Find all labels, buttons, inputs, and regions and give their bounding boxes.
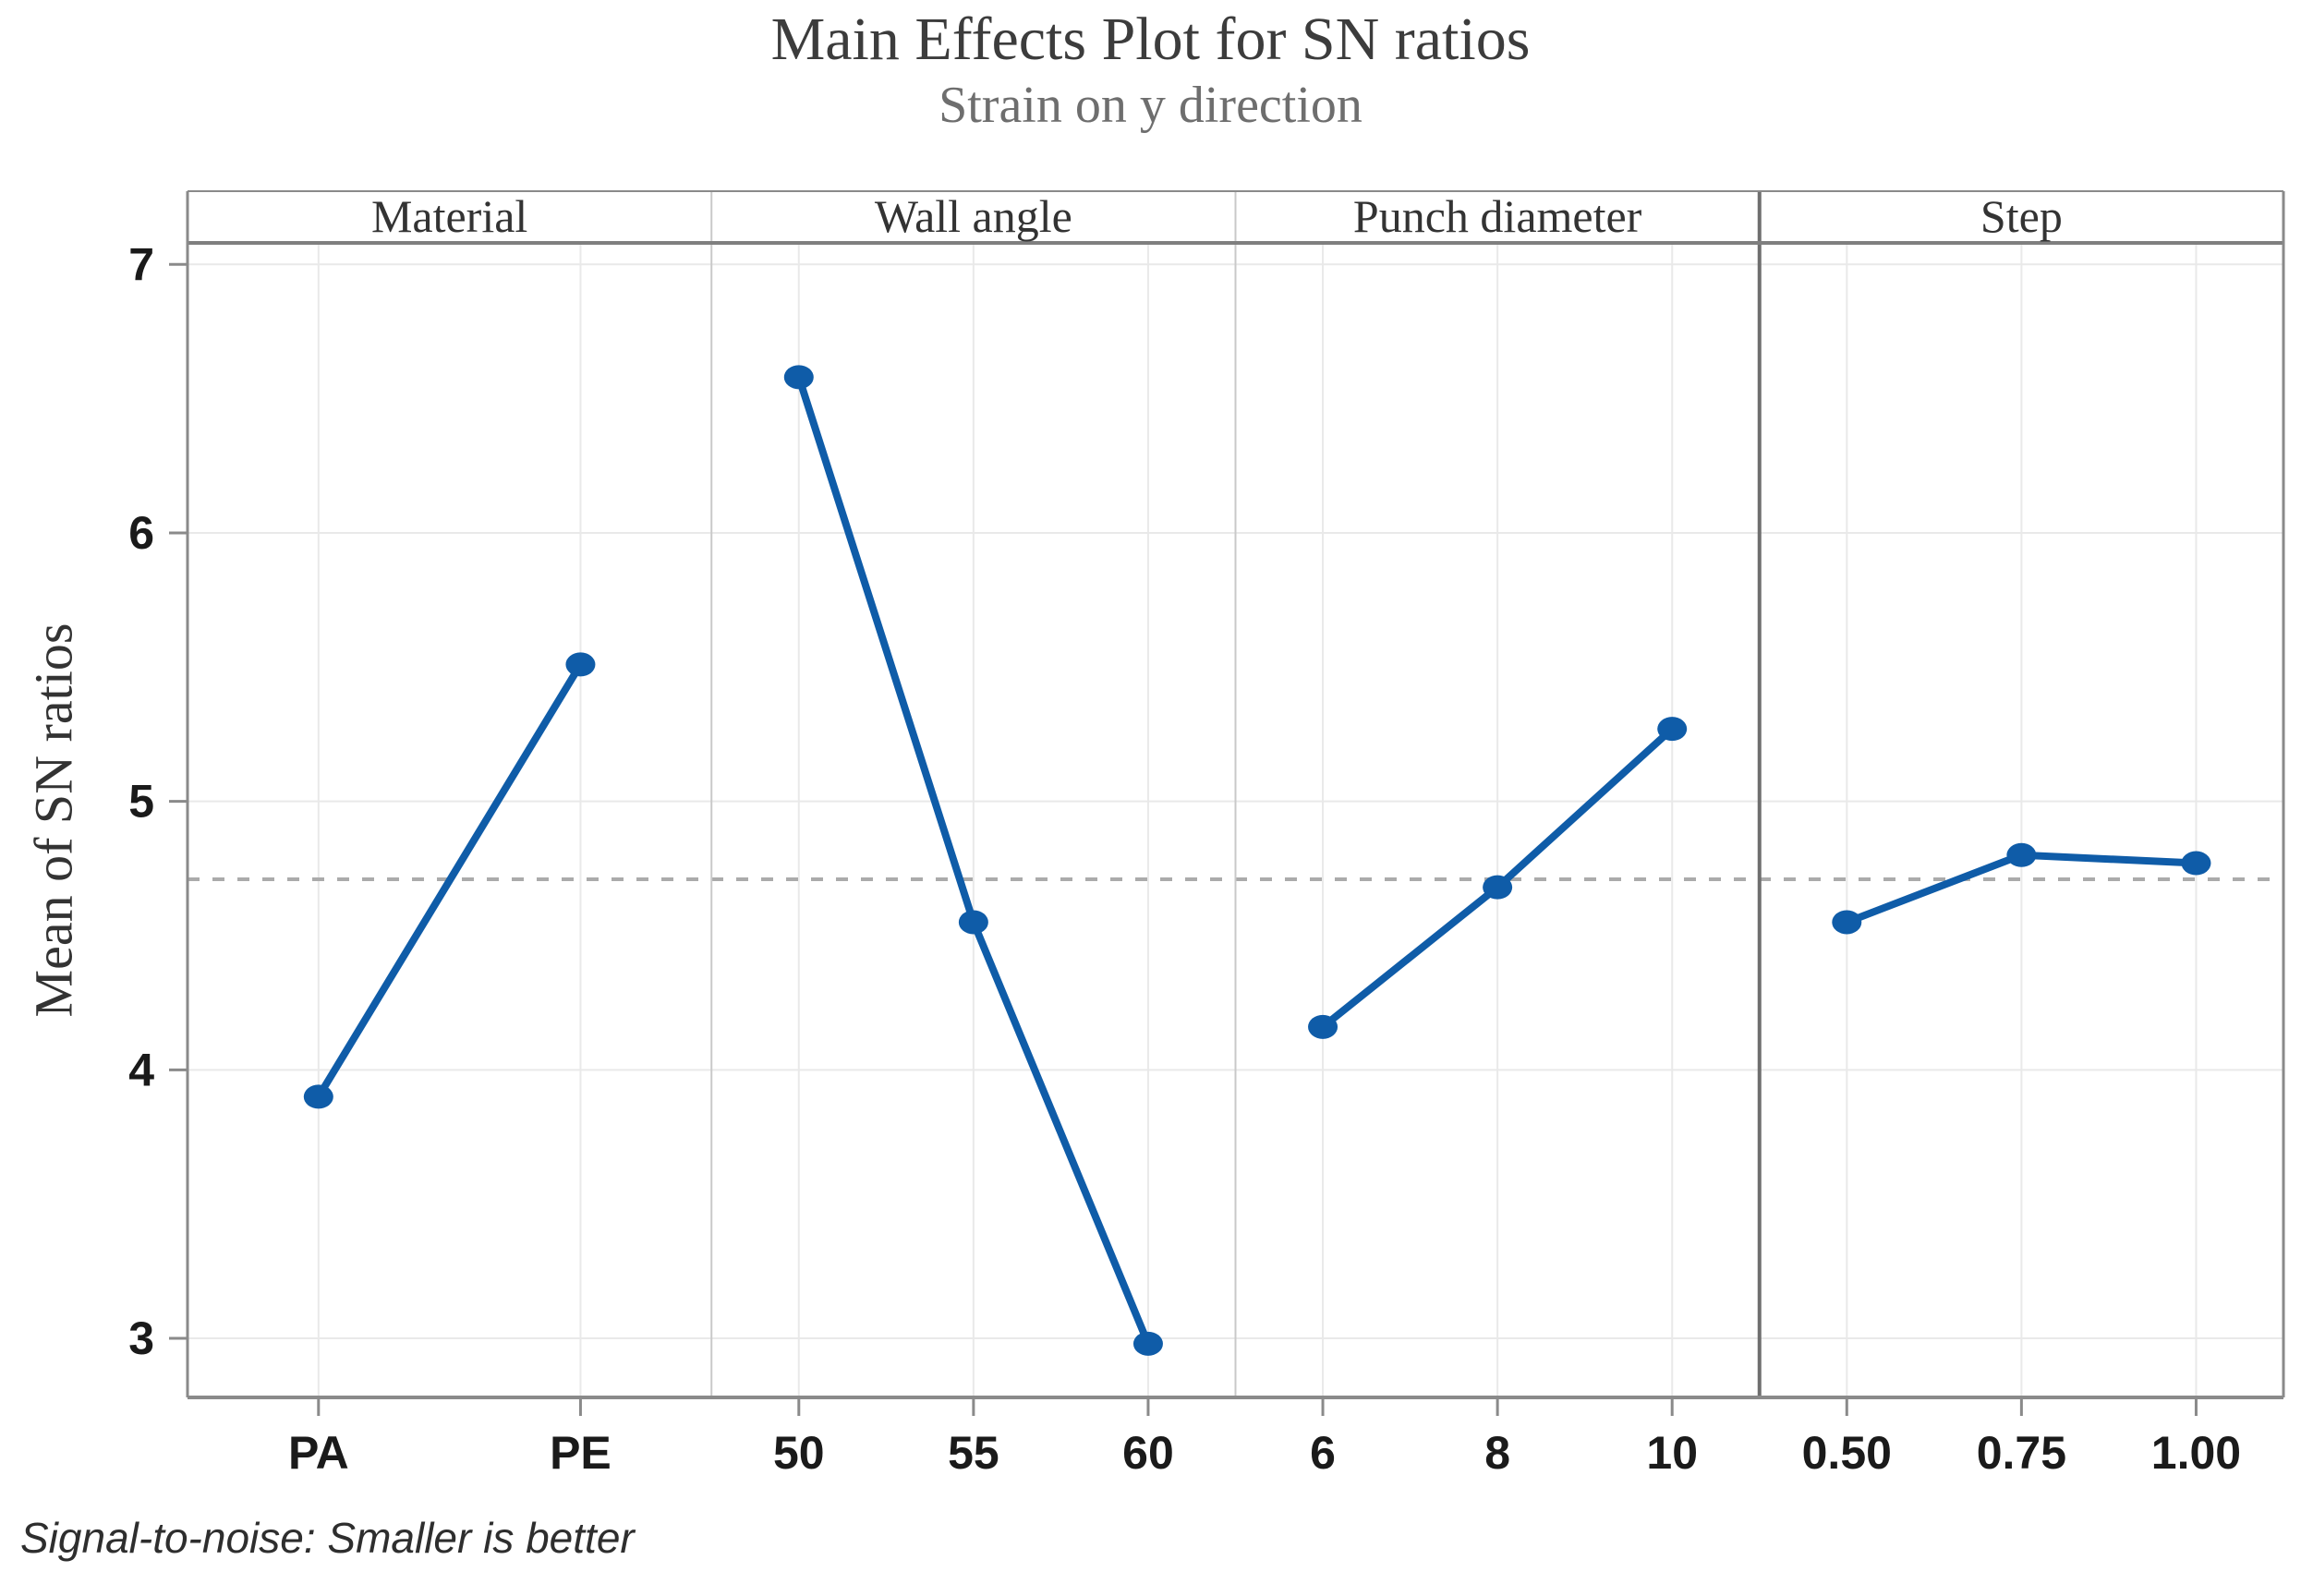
data-point	[565, 652, 596, 677]
chart-subtitle: Strain on y direction	[939, 77, 1362, 134]
chart-title: Main Effects Plot for SN ratios	[770, 6, 1531, 73]
y-tick-label: 5	[128, 776, 154, 828]
data-point	[1308, 1014, 1338, 1039]
y-tick-label: 6	[128, 507, 154, 559]
data-point	[2181, 851, 2211, 876]
x-tick-label: PA	[288, 1427, 349, 1479]
x-tick-label: 8	[1484, 1427, 1510, 1479]
data-point	[1657, 717, 1688, 742]
x-tick-label: 50	[773, 1427, 825, 1479]
data-point	[1483, 875, 1513, 900]
panel-header-label: Punch diameter	[1353, 190, 1642, 242]
x-tick-label: 55	[948, 1427, 999, 1479]
y-tick-label: 4	[128, 1044, 154, 1095]
data-point	[1132, 1331, 1163, 1356]
panel-header-label: Material	[371, 190, 527, 242]
data-point	[783, 365, 814, 390]
y-tick-label: 3	[128, 1312, 154, 1364]
panel-header-label: Wall angle	[875, 190, 1072, 242]
x-tick-label: PE	[550, 1427, 612, 1479]
data-point	[1832, 910, 1862, 935]
x-tick-label: 6	[1310, 1427, 1336, 1479]
x-tick-label: 10	[1646, 1427, 1698, 1479]
x-tick-label: 1.00	[2151, 1427, 2241, 1479]
x-tick-label: 60	[1122, 1427, 1174, 1479]
x-tick-label: 0.50	[1802, 1427, 1892, 1479]
footnote: Signal-to-noise: Smaller is better	[20, 1514, 635, 1562]
series-line	[315, 662, 584, 1099]
panel-header-label: Step	[1980, 190, 2063, 242]
data-point	[2006, 842, 2037, 867]
y-tick-label: 7	[128, 238, 154, 290]
data-point	[958, 910, 988, 935]
x-tick-label: 0.75	[1977, 1427, 2066, 1479]
data-point	[303, 1084, 333, 1109]
